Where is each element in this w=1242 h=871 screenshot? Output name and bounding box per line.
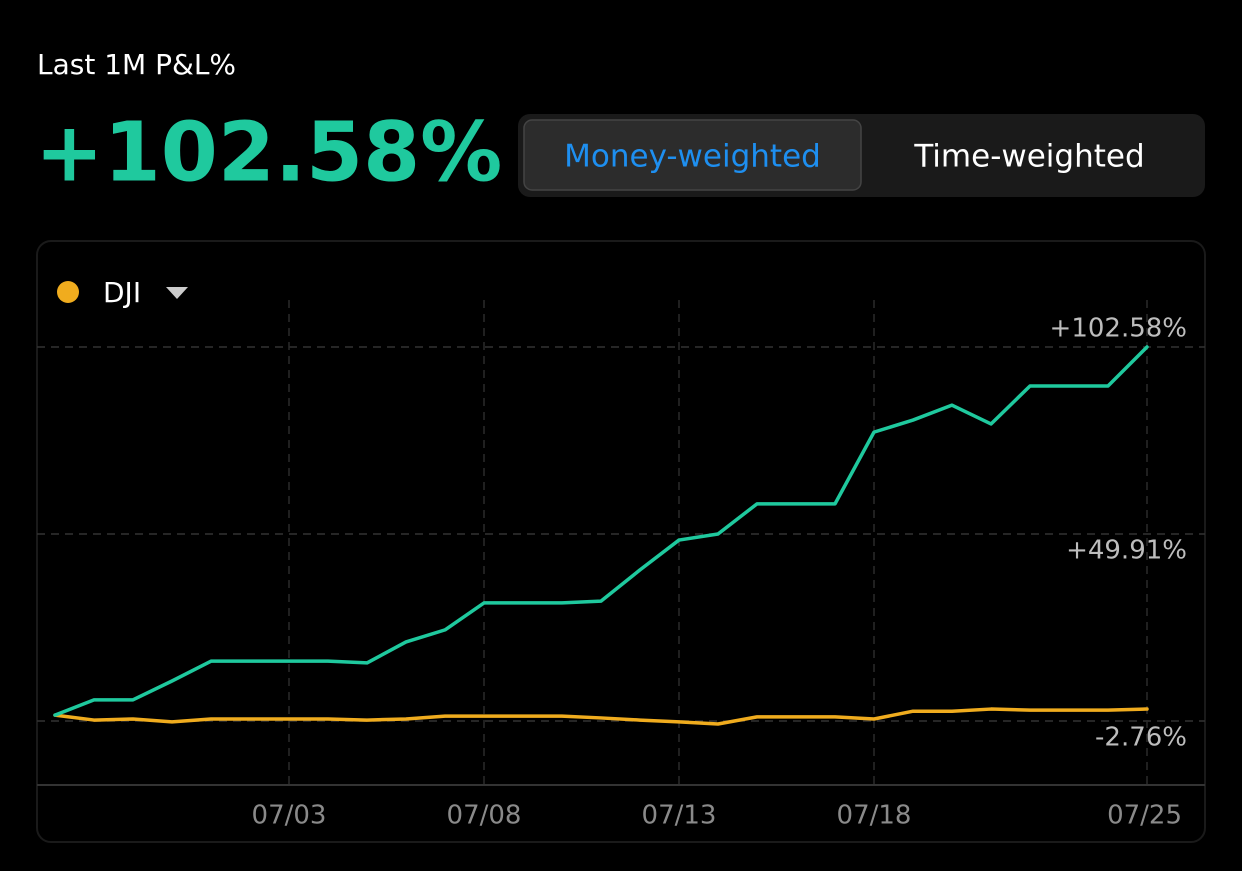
x-tick-label: 07/08 [447, 801, 522, 831]
tab[interactable]: Time-weighted [913, 139, 1144, 175]
tab[interactable]: Money-weighted [564, 139, 821, 175]
tab-active-bg [523, 119, 862, 191]
legend-label[interactable]: DJI [103, 276, 141, 309]
x-tick-label: 07/03 [252, 801, 327, 831]
pnl-label: Last 1M P&L% [37, 48, 236, 81]
series-line [53, 345, 1149, 717]
x-tick-label: 07/18 [837, 801, 912, 831]
legend-marker [57, 281, 79, 303]
x-tick-label: 07/25 [1107, 801, 1182, 831]
x-tick-label: 07/13 [642, 801, 717, 831]
series-line [53, 707, 1149, 726]
y-tick-label: -2.76% [1095, 722, 1187, 752]
y-tick-label: +49.91% [1066, 535, 1187, 565]
chart-card [36, 240, 1206, 843]
y-tick-label: +102.58% [1050, 314, 1187, 344]
dropdown-arrow[interactable] [166, 287, 188, 299]
pnl-value: +102.58% [35, 105, 502, 200]
